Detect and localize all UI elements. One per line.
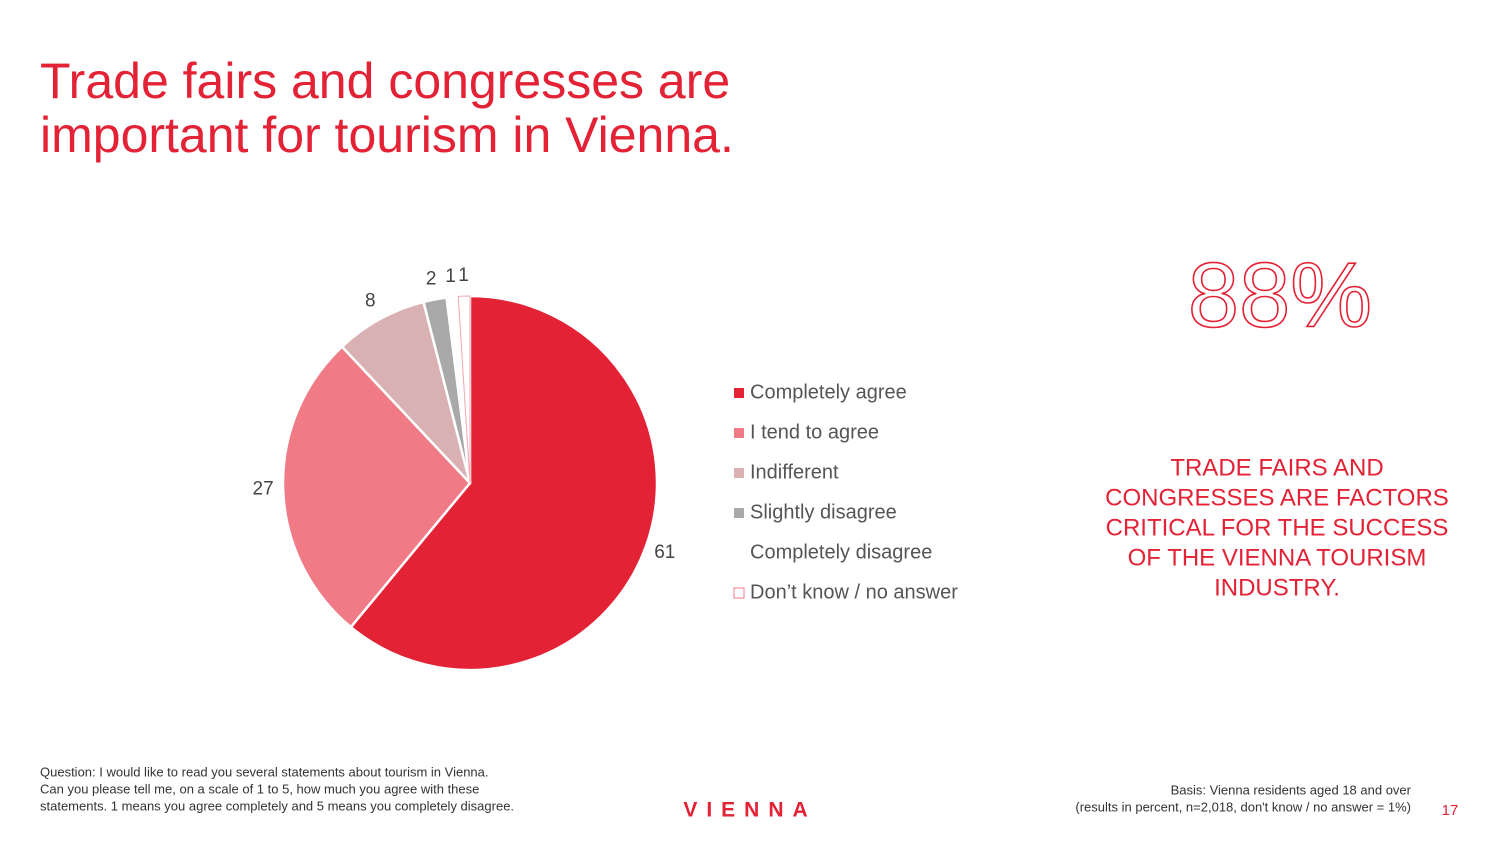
legend-label: Indifferent xyxy=(750,461,839,483)
statement-line: OF THE VIENNA TOURISM xyxy=(1128,544,1427,571)
legend-marker xyxy=(734,548,744,558)
data-label: 1 xyxy=(445,266,456,287)
title-line: important for tourism in Vienna. xyxy=(40,107,734,163)
data-label: 27 xyxy=(253,479,274,500)
question-line: Can you please tell me, on a scale of 1 … xyxy=(40,781,479,796)
pie-slice xyxy=(457,295,471,484)
question-line: Question: I would like to read you sever… xyxy=(40,764,489,779)
title-line: Trade fairs and congresses are xyxy=(40,53,730,109)
basis-line: Basis: Vienna residents aged 18 and over xyxy=(1171,782,1412,797)
legend-label: Slightly disagree xyxy=(750,501,897,523)
pie-chart: 61 27 8 2 1 1 xyxy=(253,265,675,672)
basis-line: (results in percent, n=2,018, don't know… xyxy=(1075,799,1411,814)
statement-line: INDUSTRY. xyxy=(1214,574,1340,601)
legend: Completely agree I tend to agree Indiffere… xyxy=(733,381,958,603)
pie-slice xyxy=(281,344,472,629)
statement: TRADE FAIRS AND CONGRESSES ARE FACTORS CRI… xyxy=(1105,454,1449,601)
highlight-number: 88% xyxy=(1188,244,1372,346)
pie-slice xyxy=(349,294,659,672)
legend-marker xyxy=(734,388,744,398)
statement-line: TRADE FAIRS AND xyxy=(1170,454,1383,481)
legend-label: Don’t know / no answer xyxy=(750,581,958,603)
legend-marker xyxy=(734,508,744,518)
legend-marker xyxy=(734,468,744,478)
logo: VIENNA xyxy=(683,799,816,822)
legend-marker xyxy=(734,428,744,438)
data-label: 2 xyxy=(426,269,437,290)
question-line: statements. 1 means you agree completely… xyxy=(40,798,514,813)
data-label: 8 xyxy=(365,291,376,312)
data-label: 1 xyxy=(458,265,469,286)
legend-label: Completely agree xyxy=(750,381,907,403)
statement-line: CONGRESSES ARE FACTORS xyxy=(1105,484,1449,511)
page-number: 17 xyxy=(1442,802,1459,819)
question-note: Question: I would like to read you sever… xyxy=(40,764,514,813)
pie-slice xyxy=(340,300,472,484)
data-label: 61 xyxy=(654,542,675,563)
legend-label: I tend to agree xyxy=(750,421,879,443)
statement-line: CRITICAL FOR THE SUCCESS xyxy=(1106,514,1449,541)
basis-note: Basis: Vienna residents aged 18 and over… xyxy=(1075,782,1411,814)
legend-marker xyxy=(733,587,745,599)
legend-label: Completely disagree xyxy=(750,541,932,563)
